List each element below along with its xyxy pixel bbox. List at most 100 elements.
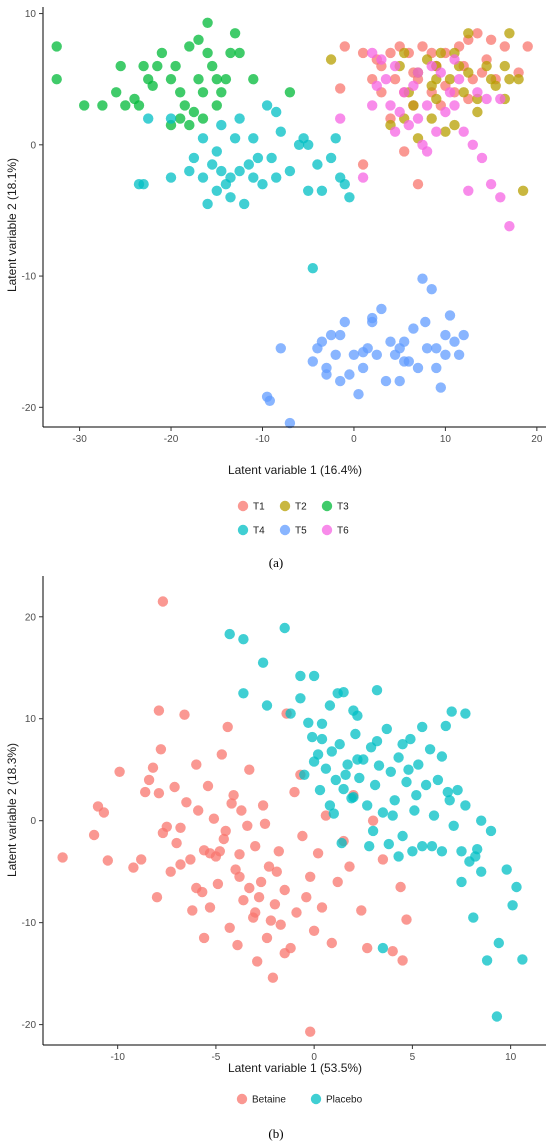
point-betaine-25 [191,759,202,770]
y-tick-label: -20 [22,403,37,414]
x-tick-label: 0 [311,1052,317,1063]
point-t5-16 [371,349,382,360]
point-t3-2 [97,100,108,111]
point-betaine-98 [265,915,277,926]
point-t3-12 [152,60,163,72]
point-t5-38 [394,343,405,354]
legend-label: T1 [253,502,265,513]
point-t4-44 [307,263,318,274]
point-betaine-35 [218,833,229,845]
point-placebo-41 [401,776,412,788]
point-t4-1 [138,179,149,190]
x-tick-label: -30 [72,434,87,445]
point-betaine-29 [202,780,214,792]
point-placebo-54 [452,784,463,796]
point-t6-10 [403,119,414,131]
y-tick-label: 10 [25,9,37,20]
point-t5-12 [353,389,364,400]
point-t2-19 [513,74,524,85]
point-t5-10 [344,369,355,380]
point-placebo-15 [352,710,363,721]
point-t1-12 [485,34,497,45]
point-t3-23 [202,17,213,28]
point-t1-21 [389,74,401,85]
caption-a: (a) [269,555,283,570]
point-t3-30 [229,28,241,39]
point-betaine-26 [193,805,204,816]
point-t6-23 [463,185,474,196]
point-t6-5 [380,74,392,85]
point-betaine-59 [289,786,300,798]
point-t4-23 [266,152,277,164]
point-betaine-51 [263,861,275,872]
point-t5-37 [335,329,346,341]
point-betaine-77 [377,854,389,865]
legend-swatch [321,500,333,512]
point-placebo-36 [381,723,392,735]
point-betaine-88 [220,825,231,837]
point-t5-7 [330,349,341,360]
point-t4-4 [165,172,177,183]
point-t4-16 [234,165,245,177]
point-placebo-0 [224,628,235,640]
point-t3-26 [211,74,222,85]
point-betaine-67 [316,902,328,913]
point-t5-27 [421,343,433,354]
point-t6-8 [394,106,405,118]
point-t5-11 [348,349,360,360]
point-t5-29 [431,362,442,374]
point-betaine-83 [214,846,225,857]
point-placebo-75 [348,792,359,803]
point-t5-43 [275,343,286,354]
point-placebo-78 [407,846,418,857]
point-t4-18 [243,159,254,170]
point-t6-14 [421,100,433,111]
point-betaine-38 [228,790,239,801]
series-betaine [57,596,412,1037]
x-tick-label: -5 [211,1052,220,1063]
point-placebo-76 [367,825,379,837]
point-t4-12 [216,165,227,177]
point-betaine-49 [257,800,269,811]
point-betaine-23 [185,854,196,865]
point-t5-46 [357,347,369,358]
point-betaine-16 [161,821,172,832]
point-t3-6 [120,100,131,111]
legend-label: Betaine [252,1095,286,1106]
point-t3-37 [284,87,296,98]
point-t4-20 [252,152,264,164]
point-placebo-92 [340,769,351,780]
y-tick-label: 10 [25,714,37,725]
legend-label: Placebo [326,1095,363,1106]
point-t3-4 [111,87,122,98]
point-betaine-60 [291,907,302,918]
point-t4-9 [207,159,218,170]
point-betaine-99 [234,871,245,882]
point-placebo-97 [485,825,497,837]
point-t3-1 [51,74,62,85]
point-t5-17 [376,303,387,315]
point-t4-14 [225,192,236,203]
point-placebo-80 [417,721,428,733]
point-t6-6 [385,100,396,111]
point-t5-41 [307,356,318,367]
point-t6-3 [371,80,382,92]
point-placebo-17 [303,717,314,728]
point-placebo-38 [389,795,400,806]
point-betaine-81 [397,955,408,966]
point-t5-24 [408,323,419,334]
point-t4-29 [303,185,314,196]
point-placebo-51 [440,720,451,732]
point-t1-6 [417,41,428,52]
point-placebo-64 [507,900,518,911]
x-tick-label: 10 [440,434,452,445]
point-betaine-18 [169,781,180,793]
point-placebo-71 [393,851,404,862]
point-t6-11 [408,80,419,92]
point-placebo-47 [424,744,436,755]
point-t3-29 [225,47,236,59]
y-tick-label: 0 [30,816,36,827]
point-betaine-72 [344,861,355,872]
legend-swatch [310,1093,322,1105]
point-t6-21 [453,74,465,85]
